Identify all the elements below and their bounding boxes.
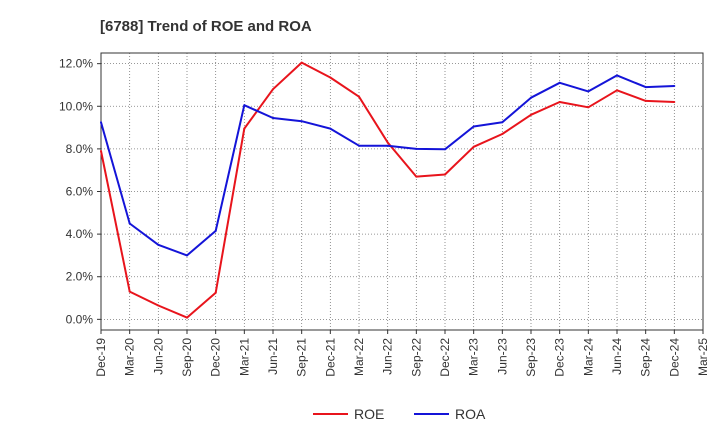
roe-point — [186, 316, 188, 319]
roa-point — [300, 120, 303, 123]
roe-point — [558, 101, 561, 103]
x-tick-label: Sep-20 — [180, 338, 194, 377]
x-tick-label: Sep-21 — [295, 338, 309, 377]
x-tick-label: Mar-21 — [237, 338, 251, 376]
roe-point — [530, 113, 532, 116]
roa-point — [415, 147, 418, 150]
roe-point — [272, 88, 274, 91]
x-tick-label: Dec-22 — [438, 338, 452, 377]
x-tick-label: Sep-23 — [524, 338, 538, 377]
x-tick-label: Mar-20 — [123, 338, 137, 376]
x-tick-label: Sep-22 — [409, 338, 423, 377]
roa-point — [616, 74, 618, 77]
roa-point — [644, 86, 647, 89]
roa-point — [186, 254, 188, 257]
roe-point — [358, 95, 360, 98]
x-tick-label: Dec-23 — [553, 338, 567, 377]
y-tick-label: 4.0% — [66, 227, 94, 241]
x-tick-label: Sep-24 — [639, 338, 653, 377]
y-tick-label: 0.0% — [66, 312, 94, 326]
roe-point — [472, 145, 475, 148]
x-tick-label: Mar-25 — [696, 338, 710, 376]
roa-point — [243, 104, 246, 107]
roa-point — [530, 96, 532, 99]
y-tick-label: 12.0% — [59, 57, 93, 71]
plot-frame — [100, 52, 704, 331]
legend: ROE ROA — [313, 406, 486, 422]
roe-point — [587, 106, 590, 109]
legend-roa-label: ROA — [455, 406, 486, 422]
roa-point — [358, 144, 360, 147]
x-tick-label: Jun-24 — [610, 338, 624, 375]
roa-point — [214, 229, 217, 232]
roe-point — [157, 304, 160, 307]
roa-point — [558, 81, 561, 84]
y-tick-label: 10.0% — [59, 99, 93, 113]
x-tick-label: Dec-19 — [94, 338, 108, 377]
x-tick-label: Dec-24 — [667, 338, 681, 377]
roa-point — [472, 125, 475, 128]
roe-point — [415, 175, 418, 178]
roe-point — [444, 173, 446, 176]
roa-point — [272, 117, 274, 119]
roe-point — [386, 141, 389, 144]
roa-point — [100, 121, 102, 124]
x-tick-label: Mar-22 — [352, 338, 366, 376]
roe-point — [214, 291, 217, 294]
x-tick-label: Jun-20 — [151, 338, 165, 375]
roe-point — [128, 290, 131, 293]
x-tick-label: Mar-24 — [581, 338, 595, 376]
grid — [101, 53, 703, 330]
legend-roe-label: ROE — [354, 406, 384, 422]
x-tick-label: Dec-20 — [209, 338, 223, 377]
roa-point — [128, 222, 131, 225]
roe-point — [616, 89, 618, 92]
x-tick-label: Jun-23 — [495, 338, 509, 375]
x-tick-label: Mar-23 — [467, 338, 481, 376]
roe-point — [100, 150, 102, 152]
roe-point — [243, 127, 246, 130]
roe-point — [673, 101, 676, 103]
roe-point — [329, 76, 332, 79]
roa-point — [386, 144, 389, 147]
x-tick-label: Dec-21 — [323, 338, 337, 377]
axes: 0.0% 2.0% 4.0% 6.0% 8.0% 10.0% 12.0% Dec-19 Mar-… — [59, 52, 710, 377]
y-tick-label: 2.0% — [66, 270, 94, 284]
series — [100, 61, 676, 319]
roa-point — [444, 148, 446, 151]
chart-title: [6788] Trend of ROE and ROA — [100, 18, 312, 35]
y-tick-label: 6.0% — [66, 185, 94, 199]
roe-point — [644, 99, 647, 102]
roa-point — [329, 127, 332, 130]
roa-point — [157, 243, 160, 246]
roe-line — [100, 61, 675, 319]
roe-point — [501, 133, 504, 135]
roe-point — [300, 61, 303, 64]
x-tick-label: Jun-21 — [266, 338, 280, 375]
roa-point — [501, 121, 504, 124]
x-tick-label: Jun-22 — [381, 338, 395, 375]
roa-point — [673, 85, 676, 87]
y-tick-label: 8.0% — [66, 142, 94, 156]
roa-point — [587, 90, 590, 93]
roa-line — [100, 74, 675, 257]
